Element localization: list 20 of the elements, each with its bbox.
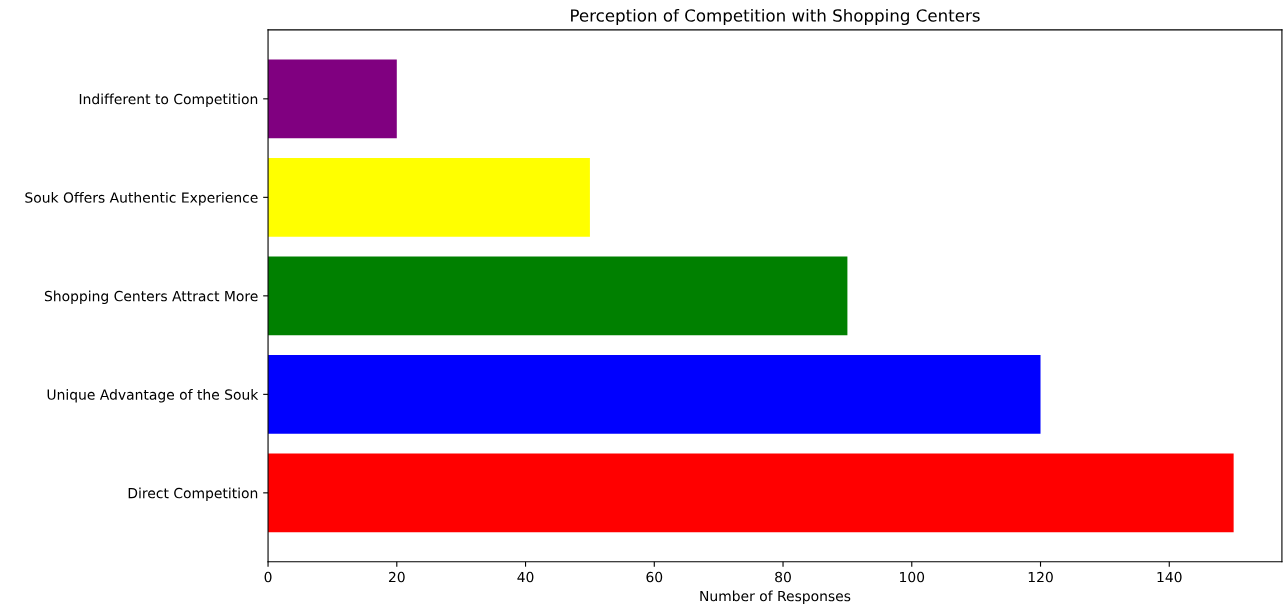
x-tick-label: 100 [900,571,925,583]
y-tick-label: Shopping Centers Attract More [44,290,258,305]
x-tick-label: 120 [1028,571,1053,583]
x-axis-title: Number of Responses [700,590,851,604]
y-tick-label: Indifferent to Competition [79,93,258,108]
y-tick-label: Direct Competition [128,487,258,502]
bar [268,59,397,139]
x-tick-label: 0 [264,571,272,583]
x-tick-label: 40 [517,571,534,583]
y-tick-label: Souk Offers Authentic Experience [25,192,258,206]
bar [268,453,1234,533]
chart-title: Perception of Competition with Shopping Centers [571,8,980,26]
x-tick-label: 60 [646,571,663,583]
bar [268,256,848,336]
x-tick-label: 140 [1157,571,1182,583]
bar [268,354,1041,434]
x-tick-label: 20 [388,571,405,583]
y-tick-label: Unique Advantage of the Souk [47,389,259,403]
bar [268,157,590,237]
x-tick-label: 80 [775,571,791,583]
